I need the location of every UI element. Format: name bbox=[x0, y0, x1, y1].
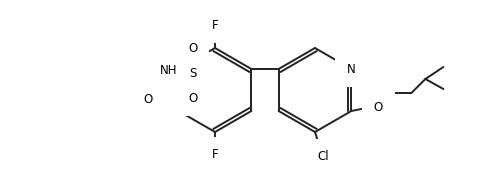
Text: S: S bbox=[189, 66, 196, 80]
Text: F: F bbox=[212, 148, 218, 161]
Text: NH: NH bbox=[160, 64, 177, 76]
Text: Cl: Cl bbox=[317, 150, 329, 163]
Text: N: N bbox=[347, 62, 356, 75]
Text: O: O bbox=[188, 91, 197, 105]
Text: O: O bbox=[374, 100, 383, 114]
Text: O: O bbox=[188, 42, 197, 55]
Text: O: O bbox=[143, 93, 152, 105]
Text: F: F bbox=[212, 19, 218, 32]
